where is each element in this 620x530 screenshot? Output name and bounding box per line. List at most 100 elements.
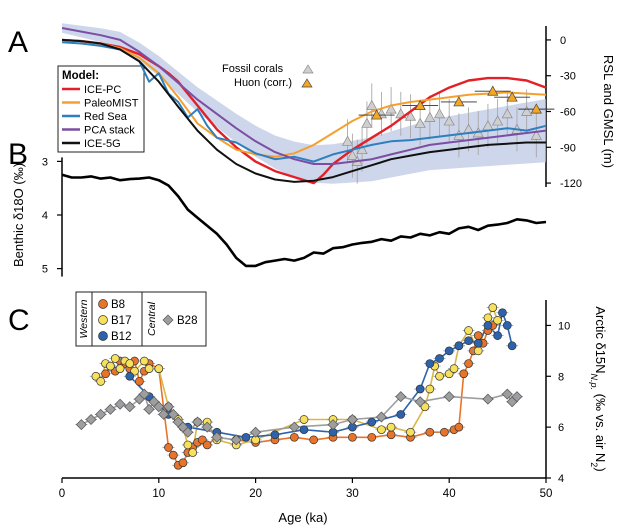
fossil-coral-point <box>521 105 533 116</box>
panel-c-point-b28 <box>167 408 179 420</box>
panel-c-point-b28 <box>104 403 116 415</box>
x-tick-label: 40 <box>443 488 456 500</box>
panel-c-point-b17 <box>483 313 493 323</box>
x-tick-label: 10 <box>152 488 165 500</box>
panel-c-point-b17 <box>377 425 386 435</box>
legend-group-western: Western <box>78 299 90 338</box>
panel-c-point-b28 <box>230 434 242 446</box>
panel-c-point-b28 <box>327 419 339 431</box>
fossil-coral-point <box>433 108 446 119</box>
panel-a-y-tick-label: 0 <box>560 35 566 47</box>
panel-c-point-b12 <box>464 336 473 346</box>
panel-c-legend-box <box>75 291 207 347</box>
panel-a-series-ice-5g <box>61 38 546 183</box>
axes-layer <box>57 26 551 483</box>
panel-c-legend-symbol-b28 <box>162 314 174 326</box>
panel-c-point-b28 <box>75 419 87 431</box>
panel-c-point-b28 <box>95 408 107 420</box>
panel-c-point-b12 <box>502 321 512 330</box>
panel-c-point-b12 <box>415 384 425 394</box>
panel-c-point-b12 <box>454 341 464 351</box>
panel-letter-c: C <box>8 304 30 337</box>
x-tick-label: 30 <box>346 488 359 500</box>
panel-c-point-b12 <box>125 371 135 381</box>
fossil-coral-point <box>385 103 397 114</box>
panel-c-point-b8 <box>454 422 464 432</box>
panel-c-point-b28 <box>443 391 455 403</box>
panel-a-y-tick-label: -60 <box>560 107 576 119</box>
panel-b-y-tick-label: 4 <box>42 210 48 222</box>
fossil-coral-point <box>356 143 368 155</box>
panel-a-y-axis-label: RSL and GMSL (m) <box>601 55 616 168</box>
x-tick-label: 20 <box>249 488 262 500</box>
marker-legend-huon-symbol <box>301 78 313 88</box>
fossil-coral-point <box>341 135 354 146</box>
panel-c-point-b28 <box>482 393 494 405</box>
panel-c-point-b28 <box>211 431 223 443</box>
panel-c-point-b17 <box>125 359 135 368</box>
panel-a-legend-label: PCA stack <box>84 125 135 137</box>
panel-c-point-b17 <box>488 303 498 312</box>
panel-a-series-pca-stack <box>61 27 547 165</box>
panel-c-point-b17 <box>183 440 193 450</box>
panel-c-point-b28 <box>501 388 513 400</box>
panel-c-point-b28 <box>85 414 97 426</box>
fossil-coral-point <box>366 99 378 110</box>
panel-c-point-b28 <box>182 426 194 438</box>
panel-c-point-b17 <box>115 364 125 374</box>
panel-c-point-b8 <box>168 450 178 460</box>
fossil-coral-point <box>361 117 373 128</box>
marks-layer <box>61 23 555 470</box>
panel-a-legend-box <box>57 65 145 153</box>
panel-letter-a: A <box>8 26 28 59</box>
panel-c-point-b8 <box>289 432 299 442</box>
panel-letter-b: B <box>8 138 28 171</box>
huon-point <box>371 109 383 120</box>
panel-c-point-b28 <box>201 421 213 433</box>
marker-legend-huon: Huon (corr.) <box>234 77 292 89</box>
panel-c-point-b8 <box>202 440 212 450</box>
panel-c-point-b12 <box>270 430 280 440</box>
fossil-coral-point <box>443 115 455 126</box>
panel-c-point-b17 <box>154 364 164 374</box>
panel-c-point-b28 <box>288 421 300 433</box>
fossil-coral-point <box>346 149 358 160</box>
fossil-coral-point <box>424 111 436 122</box>
panel-c-point-b12 <box>507 341 517 351</box>
panel-c-point-b28 <box>124 401 136 413</box>
panel-a-y-tick-label: -90 <box>560 142 576 154</box>
panel-c-legend-label-b8: B8 <box>111 299 125 311</box>
panel-c-point-b8 <box>473 331 483 340</box>
panel-c-y-tick-label: 8 <box>558 371 564 383</box>
panel-b-y-tick-label: 5 <box>42 264 48 276</box>
panel-c-point-b17 <box>386 422 396 432</box>
panel-b-y-axis-label: Benthic δ18O (‰) <box>11 163 26 267</box>
panel-c-point-b12 <box>493 331 502 340</box>
panel-c-point-b28 <box>192 416 204 428</box>
panel-c-point-b17 <box>493 315 502 325</box>
panel-c-legend-label-b17: B17 <box>111 315 131 327</box>
huon-point <box>506 91 518 102</box>
fossil-coral-point <box>414 117 426 128</box>
panel-c-point-b8 <box>164 443 173 452</box>
panel-c-point-b17 <box>188 448 198 457</box>
panel-a-y-tick-label: -30 <box>560 71 576 83</box>
panel-c-point-b12 <box>498 308 507 318</box>
panel-c-point-b8 <box>348 432 357 442</box>
huon-point <box>487 85 499 96</box>
panel-c-point-b8 <box>135 377 144 386</box>
panel-c-point-b17 <box>299 415 309 424</box>
panel-c-point-b28 <box>162 401 174 413</box>
panel-a-y-tick-label: -120 <box>560 178 582 190</box>
panel-c-point-b17 <box>110 354 120 363</box>
panel-c-point-b17 <box>96 377 106 386</box>
panel-c-point-b17 <box>464 326 473 335</box>
panel-c-point-b12 <box>367 417 377 427</box>
panel-b-series-benthic <box>61 173 547 268</box>
legend-group-central: Central <box>146 301 158 336</box>
panel-c-point-b12 <box>483 321 493 330</box>
panel-a-series-paleomist <box>61 38 547 158</box>
panel-c-point-b28 <box>153 401 165 413</box>
panel-c-point-b17 <box>406 427 415 437</box>
panel-c-point-b8 <box>464 359 473 368</box>
